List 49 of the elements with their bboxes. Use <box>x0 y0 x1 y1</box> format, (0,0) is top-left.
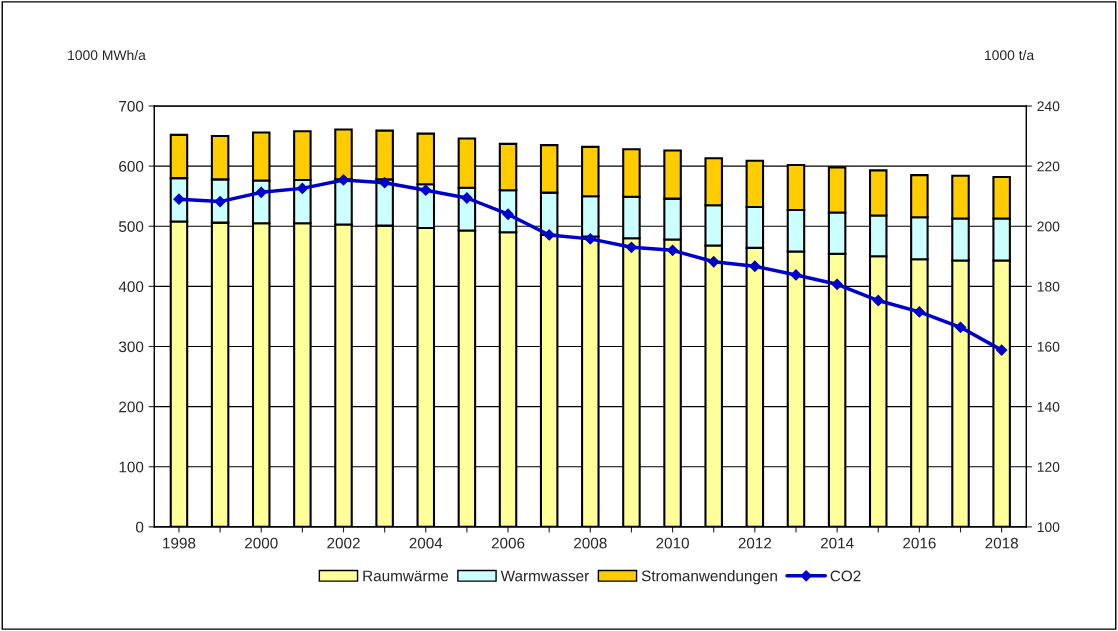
y-tick-label: 300 <box>118 341 144 353</box>
point <box>420 184 432 196</box>
y-tick-label: 500 <box>118 221 144 232</box>
y2-tick-label: 180 <box>1037 281 1060 292</box>
legend-label: Warmwasser <box>500 570 589 582</box>
point <box>831 278 843 290</box>
legend-label: CO2 <box>830 570 861 582</box>
x-tick-label: 2008 <box>574 537 607 549</box>
y-tick-label: 200 <box>119 401 144 413</box>
point <box>461 192 473 204</box>
point <box>255 186 267 198</box>
x-tick-label: 2010 <box>656 537 689 549</box>
y2-axis-title: 1000 t/a <box>985 49 1035 61</box>
x-tick-label: 2016 <box>903 537 936 549</box>
x-tick-label: 2004 <box>409 537 443 549</box>
x-tick-label: 1998 <box>163 537 196 549</box>
x-tick-label: 2006 <box>491 537 525 549</box>
x-tick-label: 2002 <box>327 537 360 549</box>
point <box>708 256 720 268</box>
point <box>543 229 555 241</box>
point <box>954 321 967 333</box>
y-tick-label: 400 <box>118 281 144 293</box>
x-tick-label: 2000 <box>245 537 278 549</box>
point <box>584 233 596 245</box>
y-tick-label: 700 <box>119 100 144 112</box>
y-tick-label: 100 <box>119 461 144 473</box>
y-tick-label: 0 <box>135 521 144 533</box>
y-axis-title: 1000 MWh/a <box>68 49 146 61</box>
point <box>337 174 350 186</box>
x-tick-label: 2012 <box>738 537 772 549</box>
point <box>913 306 925 318</box>
legend-label: Raumwärme <box>363 570 449 582</box>
point <box>666 244 679 256</box>
legend-label: Stromanwendungen <box>641 570 777 585</box>
y2-tick-label: 220 <box>1037 161 1060 172</box>
y2-tick-label: 200 <box>1037 221 1060 232</box>
y2-tick-label: 160 <box>1037 341 1060 352</box>
y2-tick-label: 140 <box>1037 401 1060 412</box>
point <box>872 294 884 307</box>
y-tick-label: 600 <box>119 161 144 172</box>
point <box>749 260 761 272</box>
point <box>379 177 391 189</box>
x-tick-label: 2014 <box>820 537 854 549</box>
x-tick-label: 2018 <box>985 537 1018 549</box>
point <box>296 182 308 194</box>
y2-tick-label: 100 <box>1037 522 1060 533</box>
y2-tick-label: 120 <box>1037 462 1060 472</box>
point <box>996 344 1008 356</box>
y2-tick-label: 240 <box>1037 101 1060 112</box>
